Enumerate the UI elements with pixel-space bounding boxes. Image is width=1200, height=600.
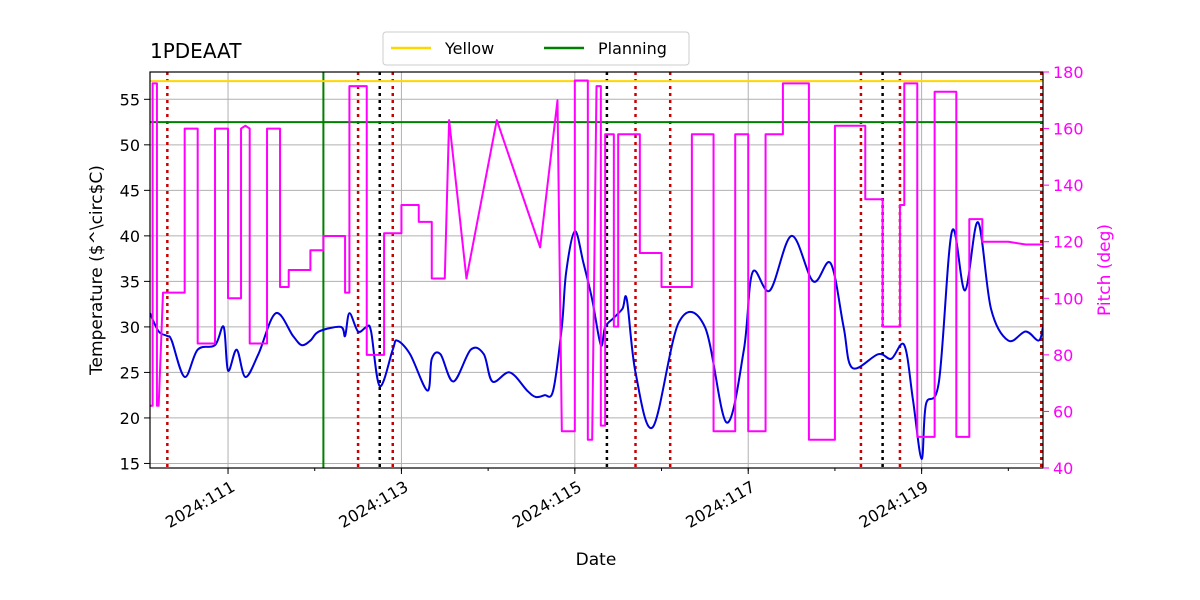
y-left-tick-label: 50 [120,136,140,155]
y-right-tick-label: 180 [1053,63,1084,82]
y-axis-left-label: Temperature ($^\circ$C) [87,165,107,376]
x-axis-label: Date [576,550,617,570]
y-left-tick-label: 45 [120,181,140,200]
y-right-tick-label: 160 [1053,120,1084,139]
y-left-tick-label: 30 [120,318,140,337]
y-right-tick-label: 80 [1053,346,1073,365]
plot-frame [149,71,1044,469]
data-lines [150,72,1043,468]
y-left-tick-label: 35 [120,272,140,291]
y-left-tick-label: 15 [120,454,140,473]
legend-label-yellow: Yellow [444,39,494,58]
legend-box [382,31,690,66]
y-left-tick-label: 55 [120,90,140,109]
y-left-tick-label: 20 [120,409,140,428]
chart-title: 1PDEAAT [150,39,242,63]
legend: Yellow Planning [382,31,690,66]
y-right-tick-label: 100 [1053,289,1084,308]
y-right-tick-label: 140 [1053,176,1084,195]
y-right-tick-label: 120 [1053,233,1084,252]
y-left-tick-label: 40 [120,227,140,246]
y-axis-right-label: Pitch (deg) [1095,224,1115,316]
y-right-tick-label: 60 [1053,402,1073,421]
y-right-tick-label: 40 [1053,459,1073,478]
series-pitch-line [150,79,1043,441]
legend-label-planning: Planning [598,39,667,58]
series-temperature-line [150,221,1043,460]
y-left-tick-label: 25 [120,363,140,382]
